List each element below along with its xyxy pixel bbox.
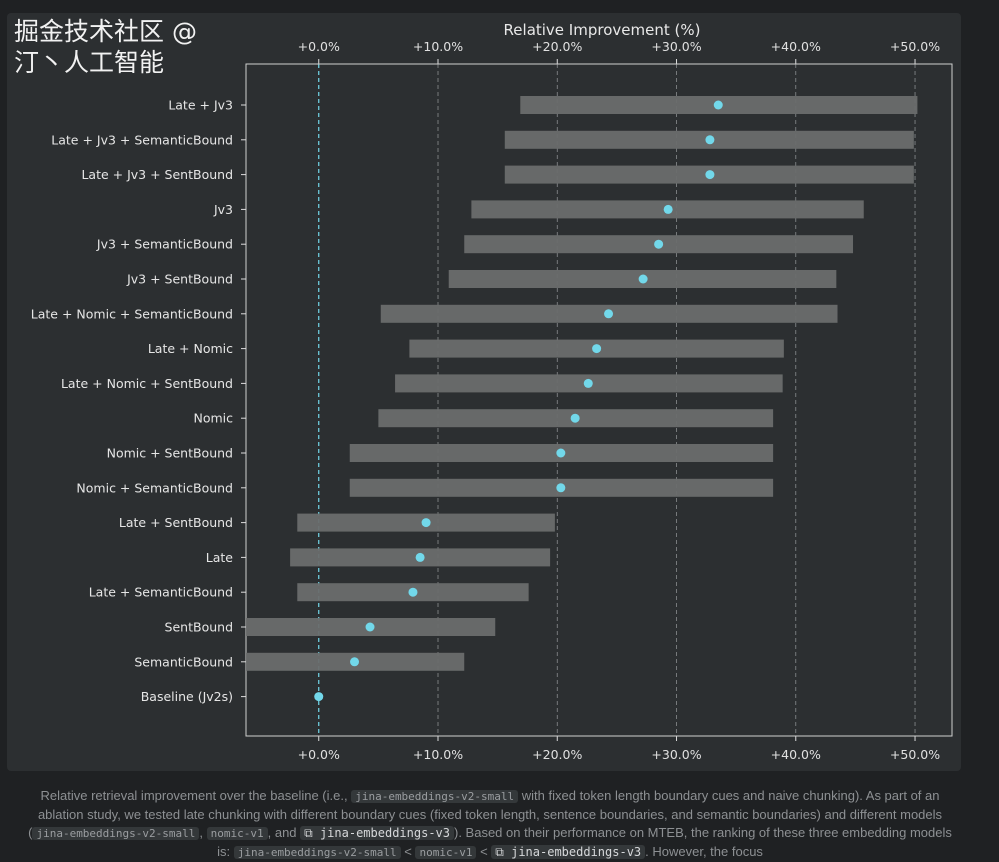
point-marker: [705, 135, 715, 145]
point-marker: [556, 448, 566, 458]
y-tick-label: Nomic + SentBound: [107, 446, 233, 461]
code-model: jina-embeddings-v2-small: [233, 846, 401, 859]
y-tick-label: SemanticBound: [134, 654, 233, 669]
y-tick-label: Late + SemanticBound: [89, 585, 233, 600]
y-tick-label: Late + Nomic + SentBound: [61, 376, 233, 391]
code-model: nomic-v1: [415, 846, 477, 859]
code-model: jina-embeddings-v2-small: [32, 827, 200, 840]
point-marker: [556, 483, 566, 493]
plot-frame: [245, 63, 953, 737]
x-tick-label-top: +20.0%: [532, 39, 582, 54]
watermark: 掘金技术社区 @ 汀丶人工智能: [14, 17, 197, 77]
y-tick-label: SentBound: [165, 620, 233, 635]
point-marker: [408, 587, 418, 597]
y-tick-label: Late + Nomic + SemanticBound: [31, 306, 233, 321]
x-tick-label-top: +50.0%: [890, 39, 940, 54]
code-model: jina-embeddings-v2-small: [351, 790, 519, 803]
point-marker: [583, 378, 593, 388]
y-tick-label: Jv3: [213, 202, 233, 217]
y-tick-label: Late + Jv3 + SentBound: [81, 167, 233, 182]
x-tick-label-top: +30.0%: [651, 39, 701, 54]
point-marker: [592, 344, 602, 354]
point-marker: [314, 692, 324, 702]
x-tick-label-bottom: +50.0%: [890, 747, 940, 762]
point-marker: [713, 100, 723, 110]
figure-caption: Relative retrieval improvement over the …: [28, 788, 952, 859]
external-link-icon: ⧉: [304, 826, 320, 840]
external-link-icon: ⧉: [495, 845, 512, 859]
model-link[interactable]: ⧉ jina-embeddings-v3: [300, 826, 454, 840]
y-tick-label: Late + Nomic: [148, 341, 233, 356]
point-marker: [663, 204, 673, 214]
point-marker: [638, 274, 648, 284]
point-marker: [604, 309, 614, 319]
point-marker: [421, 518, 431, 528]
y-tick-label: Late + Jv3 + SemanticBound: [51, 132, 233, 147]
point-marker: [570, 413, 580, 423]
x-tick-label-top: +10.0%: [413, 39, 463, 54]
y-tick-label: Jv3 + SemanticBound: [96, 237, 233, 252]
point-marker: [654, 239, 664, 249]
point-marker: [705, 170, 715, 180]
y-tick-label: Nomic + SemanticBound: [76, 480, 233, 495]
x-axis-label: Relative Improvement (%): [504, 21, 701, 39]
point-marker: [365, 622, 375, 632]
point-marker: [415, 552, 425, 562]
x-tick-label-bottom: +20.0%: [532, 747, 582, 762]
y-tick-label: Late + SentBound: [119, 515, 233, 530]
model-link[interactable]: ⧉ jina-embeddings-v3: [491, 845, 646, 859]
x-tick-label-bottom: +10.0%: [413, 747, 463, 762]
x-tick-label-top: +0.0%: [298, 39, 340, 54]
point-marker: [350, 657, 360, 667]
y-tick-label: Jv3 + SentBound: [126, 272, 233, 287]
x-tick-label-top: +40.0%: [771, 39, 821, 54]
x-tick-label-bottom: +40.0%: [771, 747, 821, 762]
y-tick-label: Late + Jv3: [168, 98, 233, 113]
range-chart: Relative Improvement (%) +0.0% +0.0% +10.0%…: [31, 21, 953, 762]
x-tick-label-bottom: +0.0%: [298, 747, 340, 762]
code-model: nomic-v1: [206, 827, 268, 840]
y-tick-label: Late: [206, 550, 234, 565]
y-tick-label: Baseline (Jv2s): [141, 689, 233, 704]
x-tick-label-bottom: +30.0%: [651, 747, 701, 762]
y-tick-label: Nomic: [193, 411, 233, 426]
